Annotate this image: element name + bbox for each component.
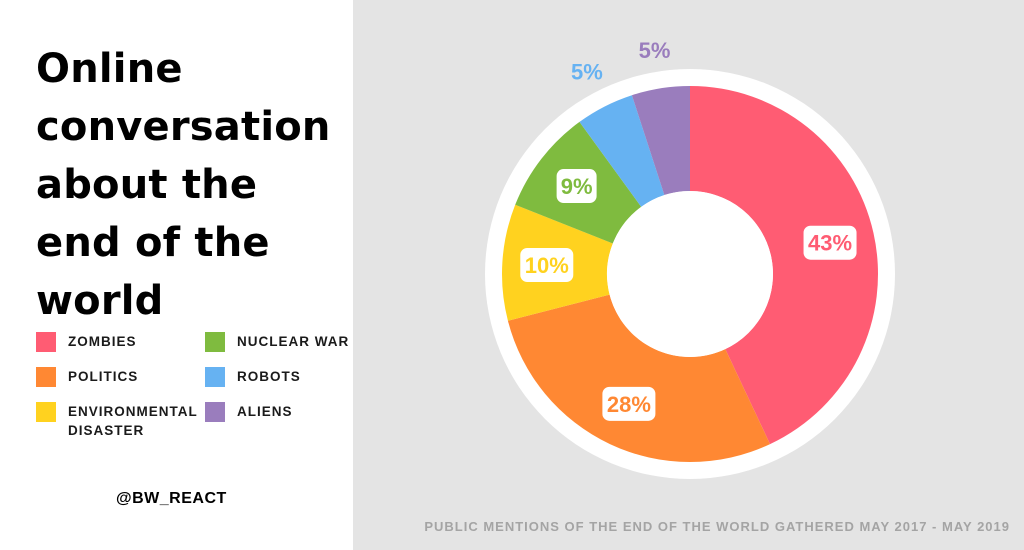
donut-hole <box>607 191 773 357</box>
data-label-box <box>520 247 574 282</box>
data-label-text: 9% <box>561 174 593 199</box>
slice-robots <box>579 95 665 207</box>
data-label-box <box>803 225 857 260</box>
legend-label: NUCLEAR WAR <box>237 334 350 349</box>
chart-title: Online conversation about the end of the… <box>36 46 331 324</box>
slice-aliens <box>631 86 690 196</box>
legend-item-robots: ROBOTS <box>205 367 377 387</box>
legend-item-aliens: ALIENS <box>205 402 377 422</box>
data-label-nuclear-war: 9% <box>556 169 597 204</box>
data-label-politics: 28% <box>602 386 656 421</box>
legend-item-environmental-disaster: ENVIRONMENTAL DISASTER <box>36 402 198 440</box>
legend-swatch-robots <box>205 367 225 387</box>
legend-swatch-politics <box>36 367 56 387</box>
data-label-text: 10% <box>525 253 569 278</box>
slice-zombies <box>690 86 878 445</box>
legend-label: ALIENS <box>237 404 293 419</box>
legend-item-politics: POLITICS <box>36 367 208 387</box>
legend-label: POLITICS <box>68 369 139 384</box>
legend-swatch-nuclear-war <box>205 332 225 352</box>
slice-politics <box>507 294 771 463</box>
legend-swatch-zombies <box>36 332 56 352</box>
legend-swatch-environmental-disaster <box>36 402 56 422</box>
footnote: PUBLIC MENTIONS OF THE END OF THE WORLD … <box>424 519 1010 534</box>
legend-label: ENVIRONMENTAL DISASTER <box>68 404 198 438</box>
left-panel: Online conversation about the end of the… <box>0 0 353 550</box>
legend-label: ZOMBIES <box>68 334 137 349</box>
twitter-handle: @BW_REACT <box>116 490 227 507</box>
legend-swatch-aliens <box>205 402 225 422</box>
legend-item-nuclear-war: NUCLEAR WAR <box>205 332 377 352</box>
data-label-aliens: 5% <box>639 38 671 63</box>
data-label-robots: 5% <box>571 60 603 85</box>
data-label-environmental-disaster: 10% <box>520 247 574 282</box>
data-label-text: 28% <box>607 392 651 417</box>
data-label-box <box>556 169 597 204</box>
data-label-box <box>602 386 656 421</box>
legend-label: ROBOTS <box>237 369 301 384</box>
legend-item-zombies: ZOMBIES <box>36 332 208 352</box>
data-label-zombies: 43% <box>803 225 857 260</box>
data-label-text: 43% <box>808 231 852 256</box>
